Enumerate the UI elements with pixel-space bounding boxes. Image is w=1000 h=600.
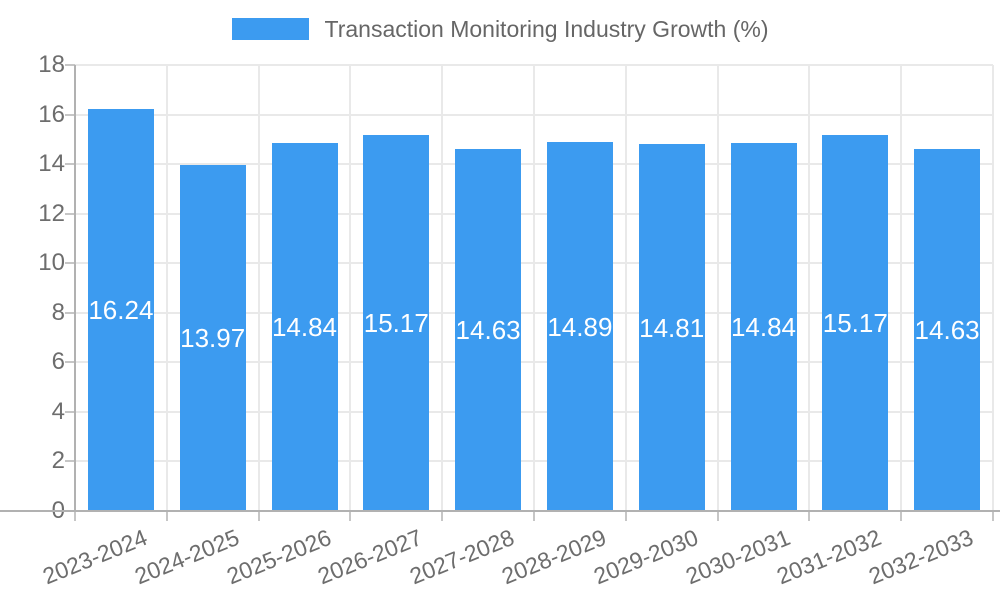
bar[interactable]: 14.84 — [271, 143, 338, 511]
bar[interactable]: 14.89 — [546, 142, 613, 511]
x-tick-label: 2024-2025 — [130, 524, 243, 590]
x-tick — [900, 511, 903, 521]
bar-value-label: 14.81 — [639, 312, 705, 343]
x-tick-label: 2029-2030 — [589, 524, 702, 590]
y-axis-line — [74, 65, 76, 512]
x-tick — [349, 511, 352, 521]
y-tick — [65, 163, 75, 166]
y-tick-label: 8 — [51, 298, 65, 326]
x-tick-label: 2030-2031 — [681, 524, 794, 590]
x-tick-label: 2023-2024 — [38, 524, 151, 590]
x-tick — [441, 511, 444, 521]
gridline-v — [165, 65, 168, 511]
y-tick — [65, 311, 75, 314]
bar-value-label: 14.63 — [914, 314, 980, 345]
bar[interactable]: 16.24 — [87, 108, 154, 511]
y-tick — [65, 410, 75, 413]
y-tick — [65, 113, 75, 116]
bar[interactable]: 14.84 — [730, 143, 797, 511]
bar-value-label: 13.97 — [180, 322, 246, 353]
bar-value-label: 15.17 — [363, 308, 429, 339]
gridline-v — [257, 65, 260, 511]
x-tick — [808, 511, 811, 521]
gridline-v — [349, 65, 352, 511]
x-axis-line — [0, 510, 1000, 512]
chart-legend[interactable]: Transaction Monitoring Industry Growth (… — [0, 14, 1000, 44]
x-tick — [992, 511, 994, 521]
y-tick-label: 14 — [38, 150, 65, 178]
bar-value-label: 14.84 — [730, 312, 797, 343]
y-tick-label: 18 — [38, 51, 65, 78]
bar-value-label: 15.17 — [822, 308, 888, 339]
gridline-v — [716, 65, 719, 511]
legend-label: Transaction Monitoring Industry Growth (… — [324, 16, 769, 42]
legend-swatch — [231, 18, 309, 40]
bar-value-label: 14.84 — [271, 312, 338, 343]
y-tick-label: 16 — [38, 100, 65, 128]
x-tick-label: 2027-2028 — [406, 524, 518, 590]
bar-value-label: 14.89 — [547, 311, 613, 342]
y-tick — [65, 262, 75, 265]
gridline-v — [808, 65, 811, 511]
y-tick-label: 4 — [51, 397, 65, 425]
bar-value-label: 14.63 — [455, 314, 521, 345]
bar[interactable]: 15.17 — [363, 135, 430, 511]
x-tick — [74, 511, 76, 521]
x-tick-label: 2026-2027 — [314, 524, 427, 590]
x-tick — [716, 511, 719, 521]
y-tick — [65, 64, 75, 66]
bar[interactable]: 14.63 — [914, 148, 981, 511]
y-tick — [65, 212, 75, 215]
bar[interactable]: 14.63 — [455, 148, 522, 511]
x-tick — [533, 511, 535, 521]
y-tick — [65, 361, 75, 364]
y-tick — [65, 460, 75, 463]
x-tick — [165, 511, 168, 521]
y-tick-label: 12 — [38, 199, 65, 227]
x-tick-label: 2031-2032 — [773, 524, 886, 590]
gridline-v — [441, 65, 444, 511]
gridline-v — [624, 65, 627, 511]
x-tick — [257, 511, 260, 521]
y-tick-label: 6 — [51, 348, 65, 376]
x-tick-label: 2028-2029 — [497, 524, 610, 590]
bar[interactable]: 14.81 — [638, 144, 705, 511]
bar[interactable]: 15.17 — [822, 135, 889, 511]
gridline-v — [992, 65, 994, 511]
bar-value-label: 16.24 — [88, 294, 154, 325]
gridline-v — [900, 65, 903, 511]
x-tick-label: 2032-2033 — [865, 524, 977, 590]
y-tick-label: 10 — [38, 249, 65, 277]
x-tick-label: 2025-2026 — [222, 524, 335, 590]
gridline-v — [533, 65, 535, 511]
bar[interactable]: 13.97 — [179, 164, 246, 511]
x-tick — [624, 511, 627, 521]
y-tick-label: 2 — [51, 447, 65, 475]
